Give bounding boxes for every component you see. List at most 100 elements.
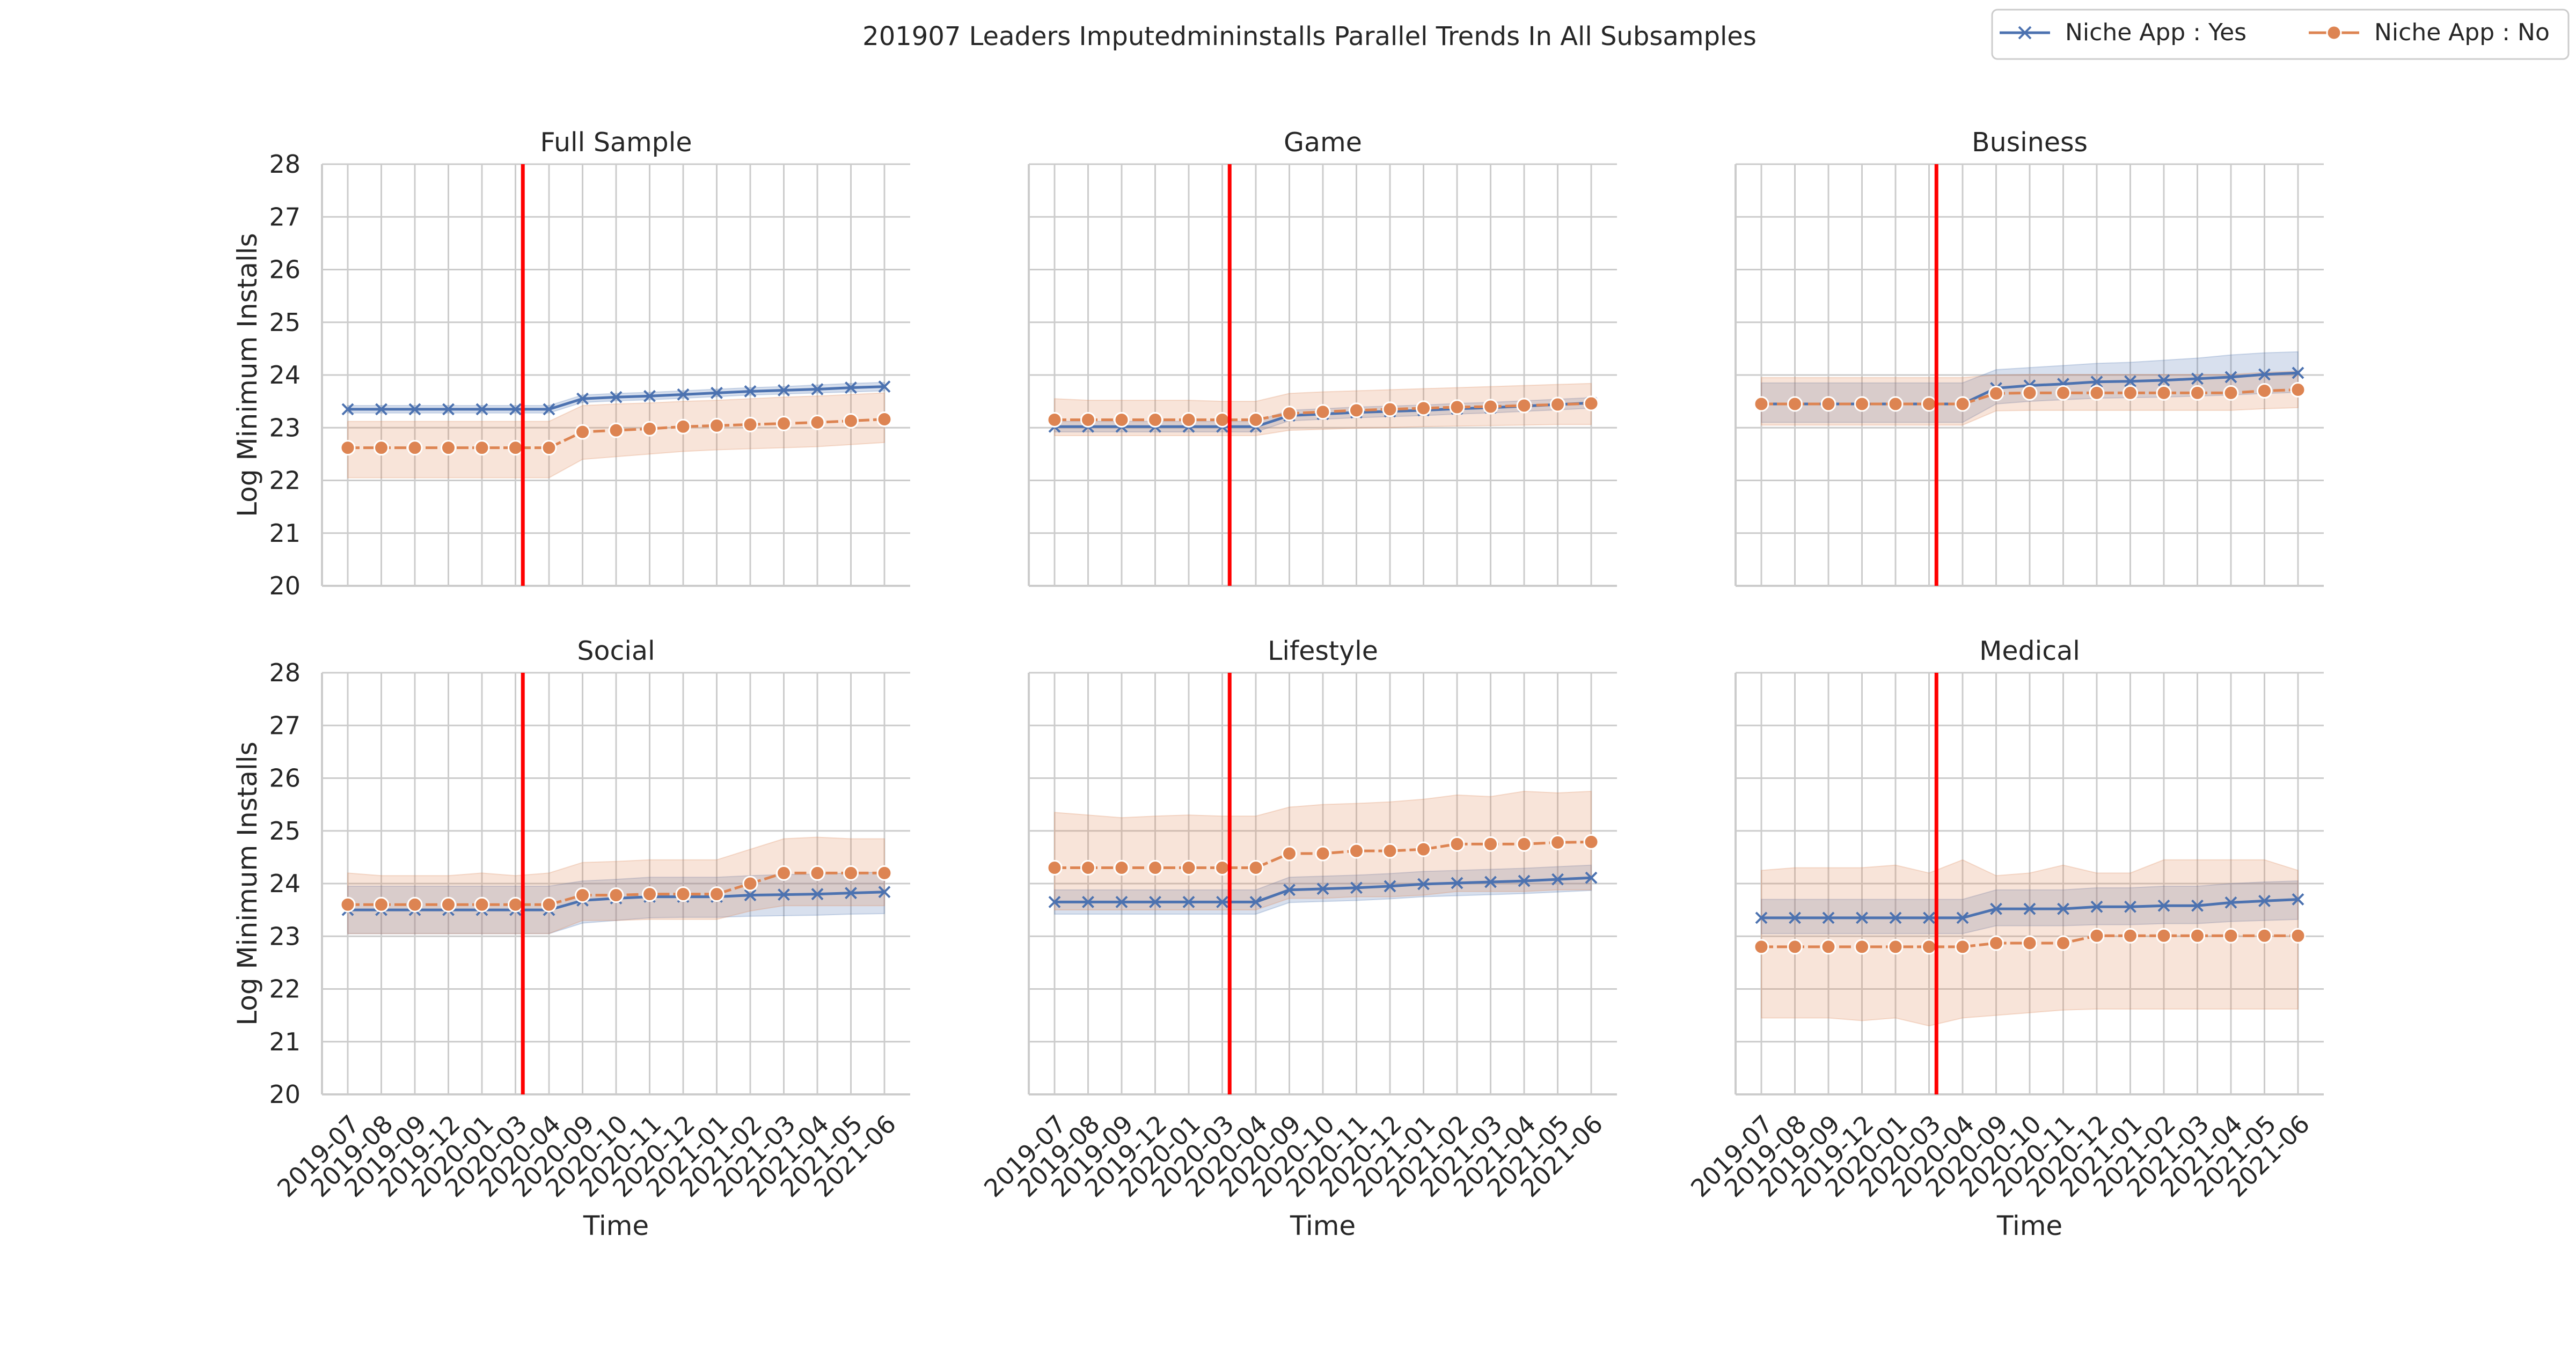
y-tick-label: 25 — [269, 308, 301, 337]
grid-social — [322, 672, 910, 1095]
series-markers-niche-app-no — [340, 411, 892, 456]
data-point — [845, 381, 857, 394]
y-tick-label: 26 — [269, 764, 301, 793]
data-point — [776, 415, 792, 431]
data-point — [2258, 368, 2271, 381]
data-point — [474, 896, 490, 913]
data-point — [709, 886, 724, 902]
panel-game: Game — [1028, 127, 1617, 587]
data-point — [1822, 911, 1835, 924]
data-point — [441, 440, 456, 456]
data-point — [1349, 843, 1364, 859]
data-point — [1923, 911, 1935, 924]
data-point — [575, 887, 590, 903]
data-point — [744, 385, 757, 398]
legend-marker-no — [2326, 25, 2342, 41]
data-point — [2124, 900, 2136, 913]
data-point — [1283, 884, 1296, 896]
data-point — [475, 403, 488, 416]
data-point — [2257, 928, 2272, 944]
series-markers-niche-app-yes — [341, 380, 891, 416]
panel-title: Business — [1972, 127, 2088, 158]
data-point — [1854, 939, 1870, 955]
y-tick-label: 22 — [269, 975, 301, 1004]
y-tick-label: 28 — [269, 658, 301, 687]
data-point — [2089, 928, 2105, 944]
y-tick-label: 23 — [269, 922, 301, 951]
data-point — [1955, 396, 1971, 412]
data-point — [608, 422, 624, 438]
data-point — [642, 886, 657, 902]
data-point — [1114, 412, 1130, 428]
data-point — [677, 388, 690, 401]
panel-medical: Medical2019-072019-082019-092019-122020-… — [1685, 636, 2324, 1241]
data-point — [1080, 860, 1096, 876]
data-point — [2124, 375, 2136, 388]
data-point — [1956, 911, 1969, 924]
data-point — [1887, 396, 1904, 412]
figure-title: 201907 Leaders Imputedmininstalls Parall… — [862, 21, 1757, 52]
data-point — [811, 888, 824, 901]
data-point — [675, 886, 691, 902]
data-point — [2257, 383, 2272, 399]
data-point — [375, 403, 387, 416]
y-tick-label: 22 — [269, 466, 301, 495]
data-point — [1249, 895, 1262, 908]
data-point — [1316, 882, 1329, 895]
data-point — [2055, 935, 2071, 951]
panel-social: Social 20 21 22 23 24 25 26 27 28 Log Minimum Inst… — [232, 636, 910, 1241]
y-tick-label: 27 — [269, 711, 301, 740]
data-point — [1416, 841, 1431, 857]
data-point — [2089, 385, 2105, 401]
series-markers-niche-app-yes — [1048, 871, 1598, 908]
data-point — [2023, 902, 2036, 915]
data-point — [441, 896, 456, 913]
data-point — [843, 865, 859, 881]
data-point — [1787, 396, 1803, 412]
panel-title: Game — [1284, 127, 1362, 158]
data-point — [778, 888, 790, 901]
y-tick-label: 28 — [269, 150, 301, 179]
data-point — [1990, 902, 2002, 915]
data-point — [1484, 876, 1497, 888]
data-point — [742, 416, 758, 432]
data-point — [1248, 860, 1264, 876]
data-point — [2190, 928, 2205, 944]
data-point — [2123, 928, 2138, 944]
data-point — [1921, 396, 1937, 412]
data-point — [541, 896, 557, 913]
grid-full-sample — [322, 163, 910, 587]
y-tick-label: 24 — [269, 361, 301, 389]
data-point — [2292, 366, 2304, 379]
data-point — [1282, 845, 1297, 862]
data-point — [1753, 396, 1769, 412]
panel-title: Medical — [1979, 636, 2080, 666]
legend-entry-no: Niche App : No — [2309, 19, 2550, 46]
data-point — [1988, 935, 2004, 951]
series-markers-niche-app-yes — [1755, 893, 2304, 924]
data-point — [1114, 860, 1130, 876]
data-point — [508, 896, 523, 913]
data-point — [1382, 843, 1398, 859]
data-point — [408, 403, 421, 416]
y-tick-label: 24 — [269, 869, 301, 898]
data-point — [608, 887, 624, 903]
data-point — [340, 896, 356, 913]
data-point — [442, 403, 455, 416]
data-point — [1282, 406, 1297, 422]
data-point — [2022, 385, 2038, 401]
grid-game — [1029, 163, 1617, 587]
data-point — [474, 440, 490, 456]
data-point — [341, 403, 354, 416]
panel-title: Full Sample — [540, 127, 692, 158]
data-point — [2157, 899, 2170, 912]
data-point — [1921, 939, 1937, 955]
series-markers-niche-app-no — [340, 865, 892, 913]
data-point — [811, 383, 824, 395]
data-point — [1854, 396, 1870, 412]
data-point — [1483, 399, 1498, 415]
data-point — [1315, 404, 1331, 420]
data-point — [1585, 871, 1598, 884]
data-point — [876, 411, 892, 428]
data-point — [2191, 372, 2204, 385]
